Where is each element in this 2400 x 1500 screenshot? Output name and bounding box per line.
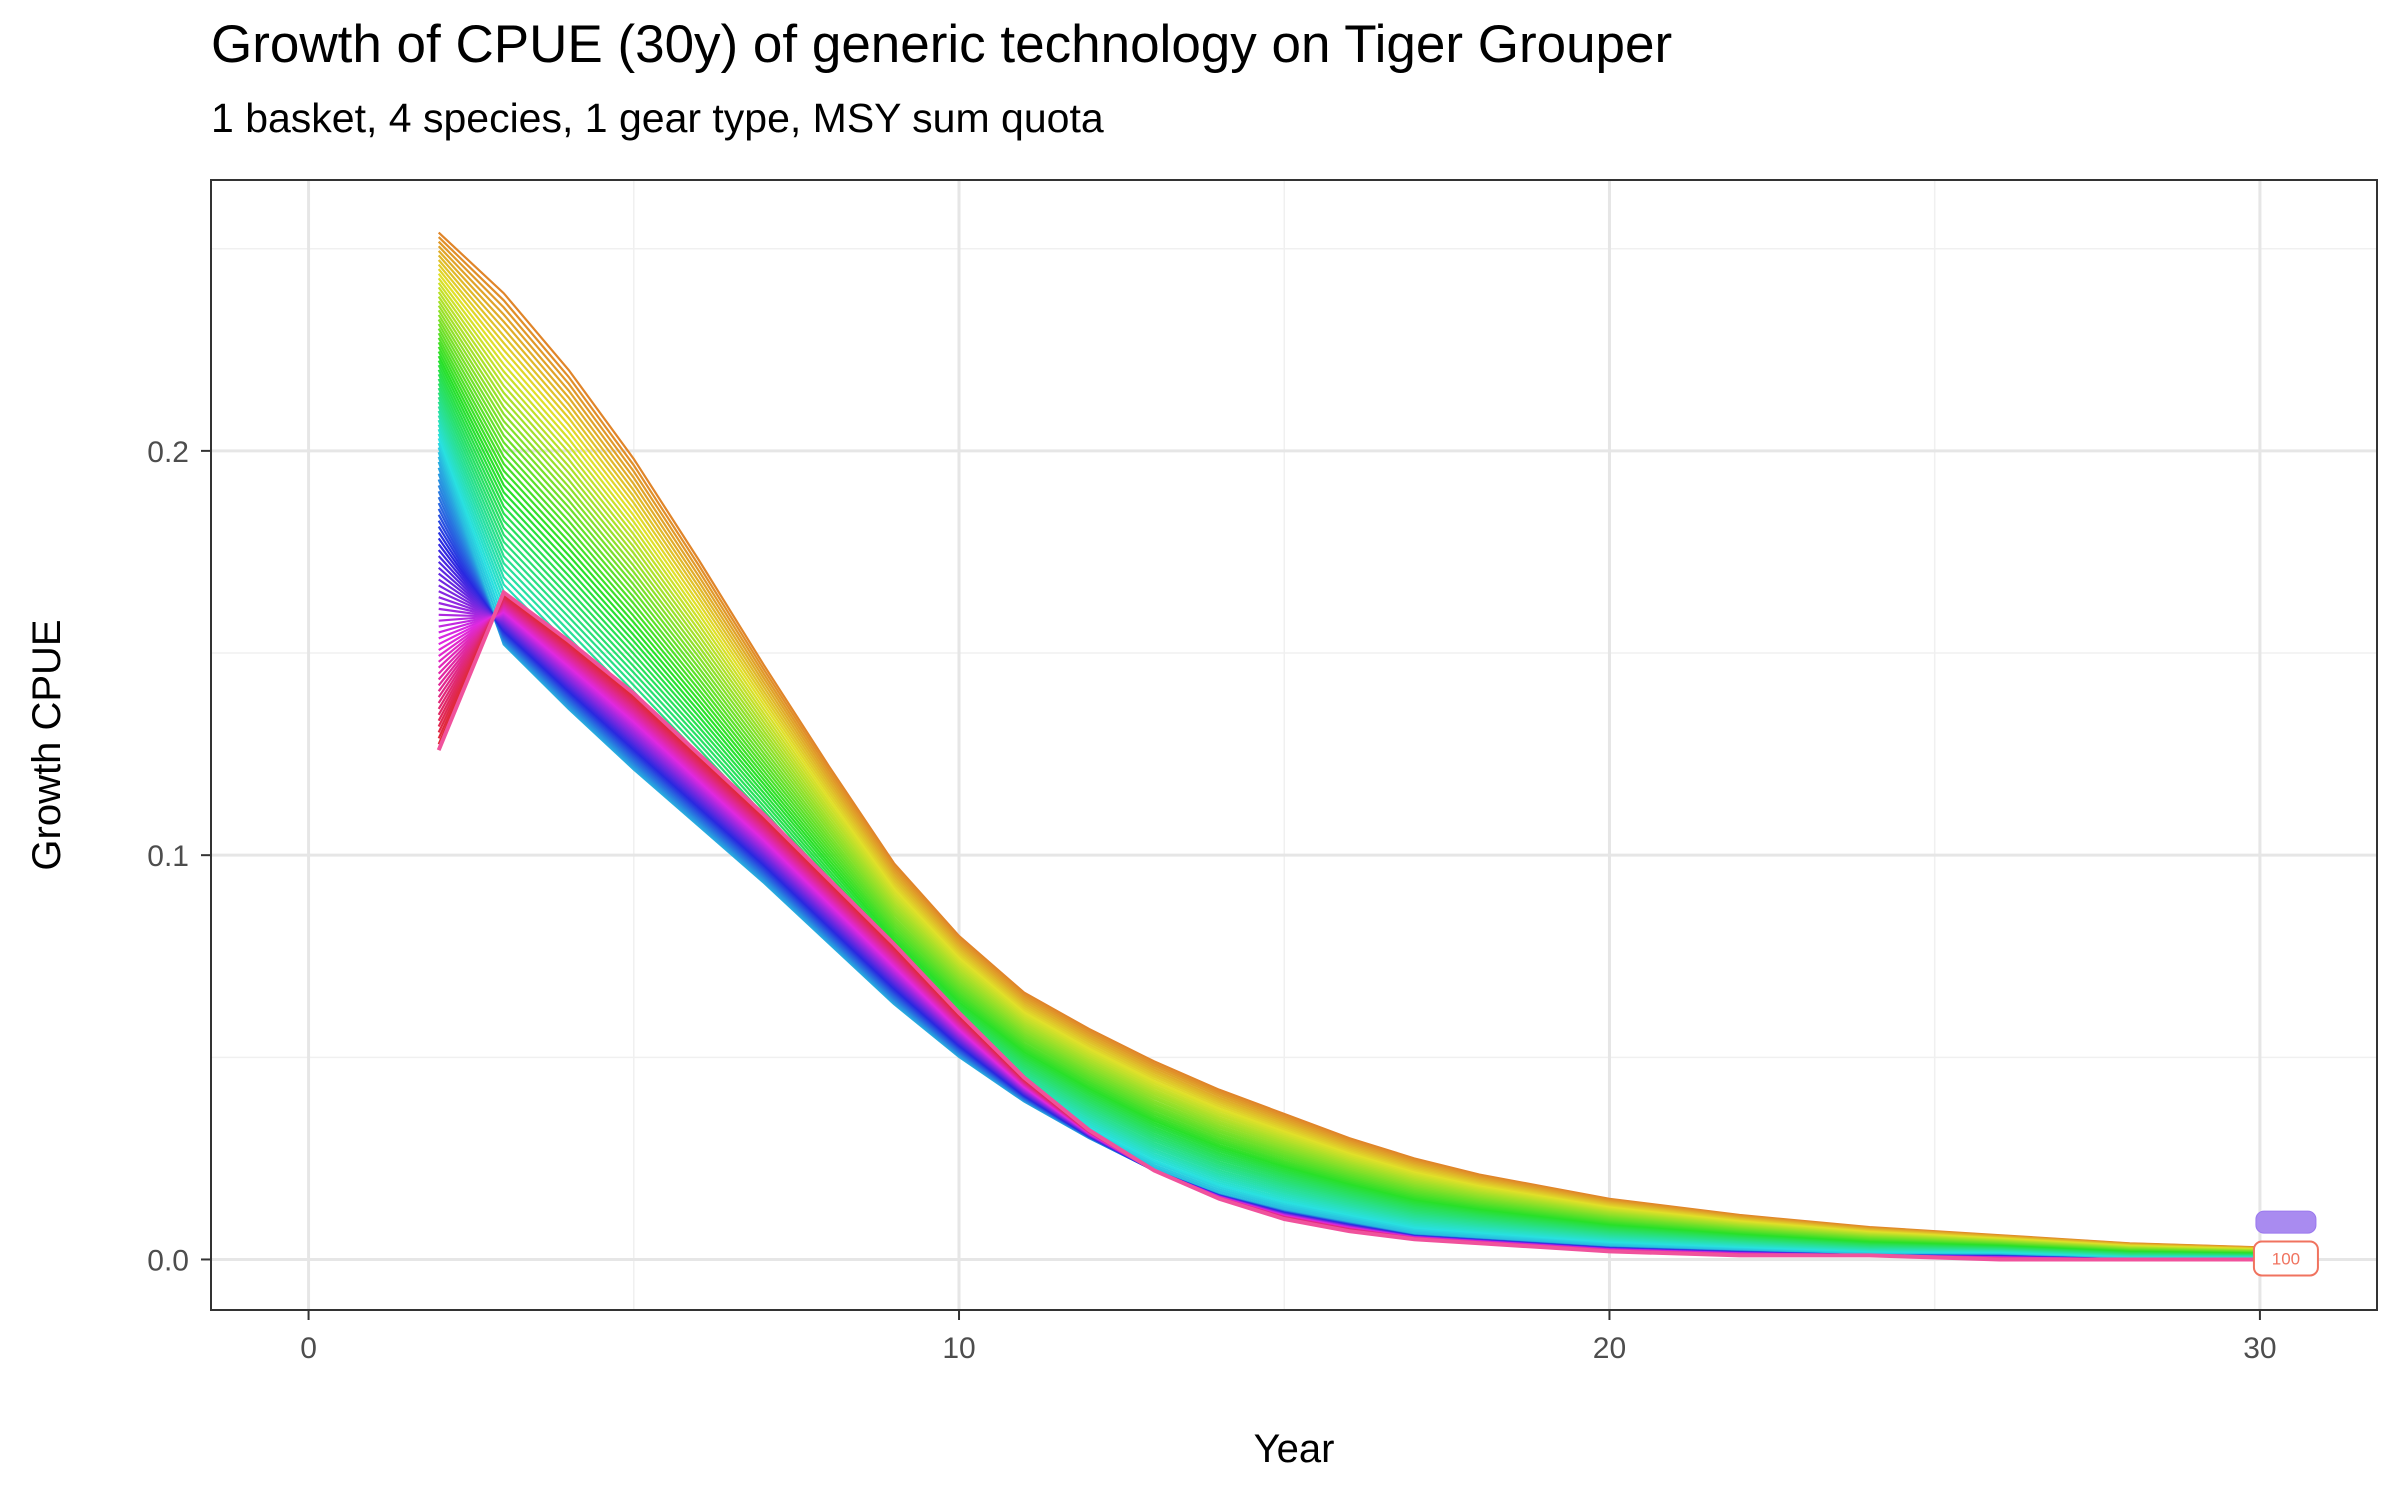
axes: 0 10 20 30 0.0 0.1 0.2 100 bbox=[147, 436, 2319, 1365]
end-label-box bbox=[2252, 1240, 2319, 1277]
y-tick-label: 0.2 bbox=[147, 436, 189, 469]
series-line-3 bbox=[437, 240, 2260, 1249]
series-line-43 bbox=[437, 424, 2260, 1259]
x-tick-label: 20 bbox=[1593, 1332, 1626, 1365]
chart-title: Growth of CPUE (30y) of generic technolo… bbox=[211, 15, 1673, 74]
series-line-46 bbox=[437, 438, 2260, 1260]
plot-panel-border bbox=[210, 179, 2378, 1311]
y-tick-label: 0.0 bbox=[147, 1244, 189, 1277]
series-line-5 bbox=[437, 250, 2260, 1250]
x-tick-label: 0 bbox=[300, 1332, 317, 1365]
x-tick-label: 10 bbox=[942, 1332, 975, 1365]
chart-subtitle: 1 basket, 4 species, 1 gear type, MSY su… bbox=[211, 95, 1104, 141]
y-tick-label: 0.1 bbox=[147, 840, 189, 873]
series-line-1 bbox=[437, 231, 2260, 1249]
end-label-stack bbox=[2255, 1210, 2317, 1234]
series-group bbox=[436, 231, 2260, 1262]
series-line-44 bbox=[437, 428, 2260, 1259]
series-line-highlight bbox=[436, 589, 2260, 1262]
x-tick-label: 30 bbox=[2243, 1332, 2276, 1365]
series-line-45 bbox=[437, 433, 2260, 1260]
series-line-7 bbox=[437, 259, 2260, 1250]
end-label-text: 100 bbox=[2272, 1249, 2300, 1268]
series-line-47 bbox=[437, 442, 2260, 1260]
x-axis-title: Year bbox=[1254, 1427, 1335, 1471]
y-axis-title: Growth CPUE bbox=[25, 619, 69, 870]
